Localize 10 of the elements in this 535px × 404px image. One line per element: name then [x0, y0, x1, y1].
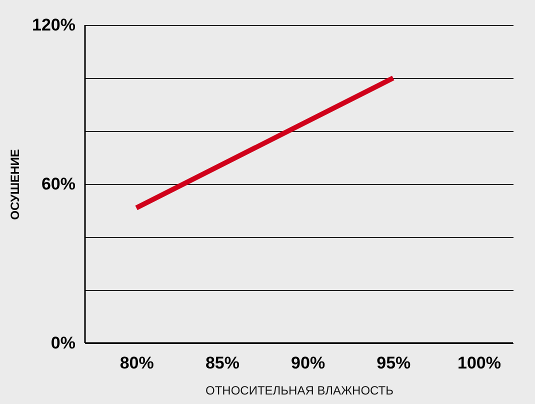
y-tick-label: 0% [50, 334, 76, 352]
y-axis-title: ОСУШЕНИЕ [8, 149, 22, 220]
x-tick-label: 90% [291, 354, 326, 372]
y-tick-label: 120% [32, 16, 76, 34]
y-tick-label: 60% [41, 174, 76, 194]
x-tick-label: 85% [205, 354, 240, 372]
x-tick-label: 100% [458, 354, 501, 372]
x-axis-title: ОТНОСИТЕЛЬНАЯ ВЛАЖНОСТЬ [205, 384, 394, 398]
x-tick-label: 95% [376, 354, 411, 372]
x-tick-label: 80% [120, 354, 154, 372]
